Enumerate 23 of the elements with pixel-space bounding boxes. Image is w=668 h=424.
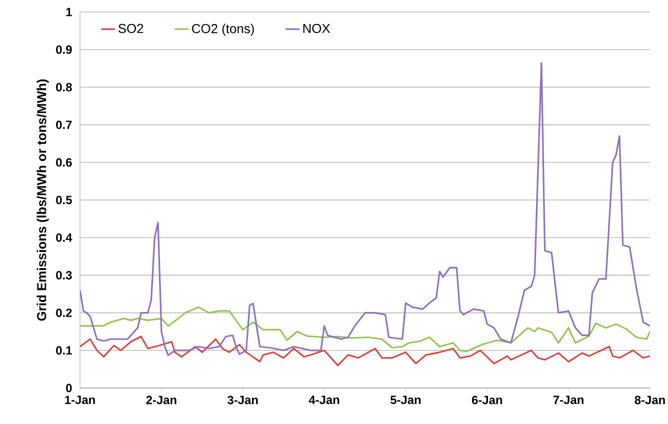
y-tick-label: 0.3 — [56, 270, 72, 280]
y-axis-title: Grid Emissions (lbs/MWh or tons/MWh) — [36, 79, 49, 321]
y-tick-label: 1 — [66, 8, 72, 16]
x-tick-label: 5-Jan — [390, 396, 421, 404]
x-tick-label: 2-Jan — [146, 396, 176, 404]
x-tick-label: 4-Jan — [308, 396, 340, 404]
y-tick-label: 0.7 — [56, 120, 72, 130]
y-tick-label: 0.2 — [56, 308, 72, 318]
y-tick-label: 0.9 — [56, 45, 72, 54]
y-tick-label: 0.8 — [56, 82, 72, 92]
x-tick-label: 7-Jan — [553, 396, 584, 404]
x-tick-label: 1-Jan — [65, 396, 95, 404]
legend-label: CO2 (tons) — [192, 24, 254, 36]
x-tick-label: 6-Jan — [472, 396, 502, 404]
y-tick-label: 0.5 — [56, 196, 72, 204]
x-tick-label: 3-Jan — [228, 396, 258, 404]
y-tick-label: 0.6 — [56, 158, 72, 167]
y-tick-label: 0 — [66, 384, 72, 392]
legend-label: SO2 — [118, 24, 144, 34]
y-tick-label: 0.4 — [56, 233, 72, 242]
x-tick-label: 8-Jan — [634, 396, 665, 404]
y-tick-label: 0.1 — [56, 346, 72, 355]
legend-label: NOX — [303, 24, 330, 34]
